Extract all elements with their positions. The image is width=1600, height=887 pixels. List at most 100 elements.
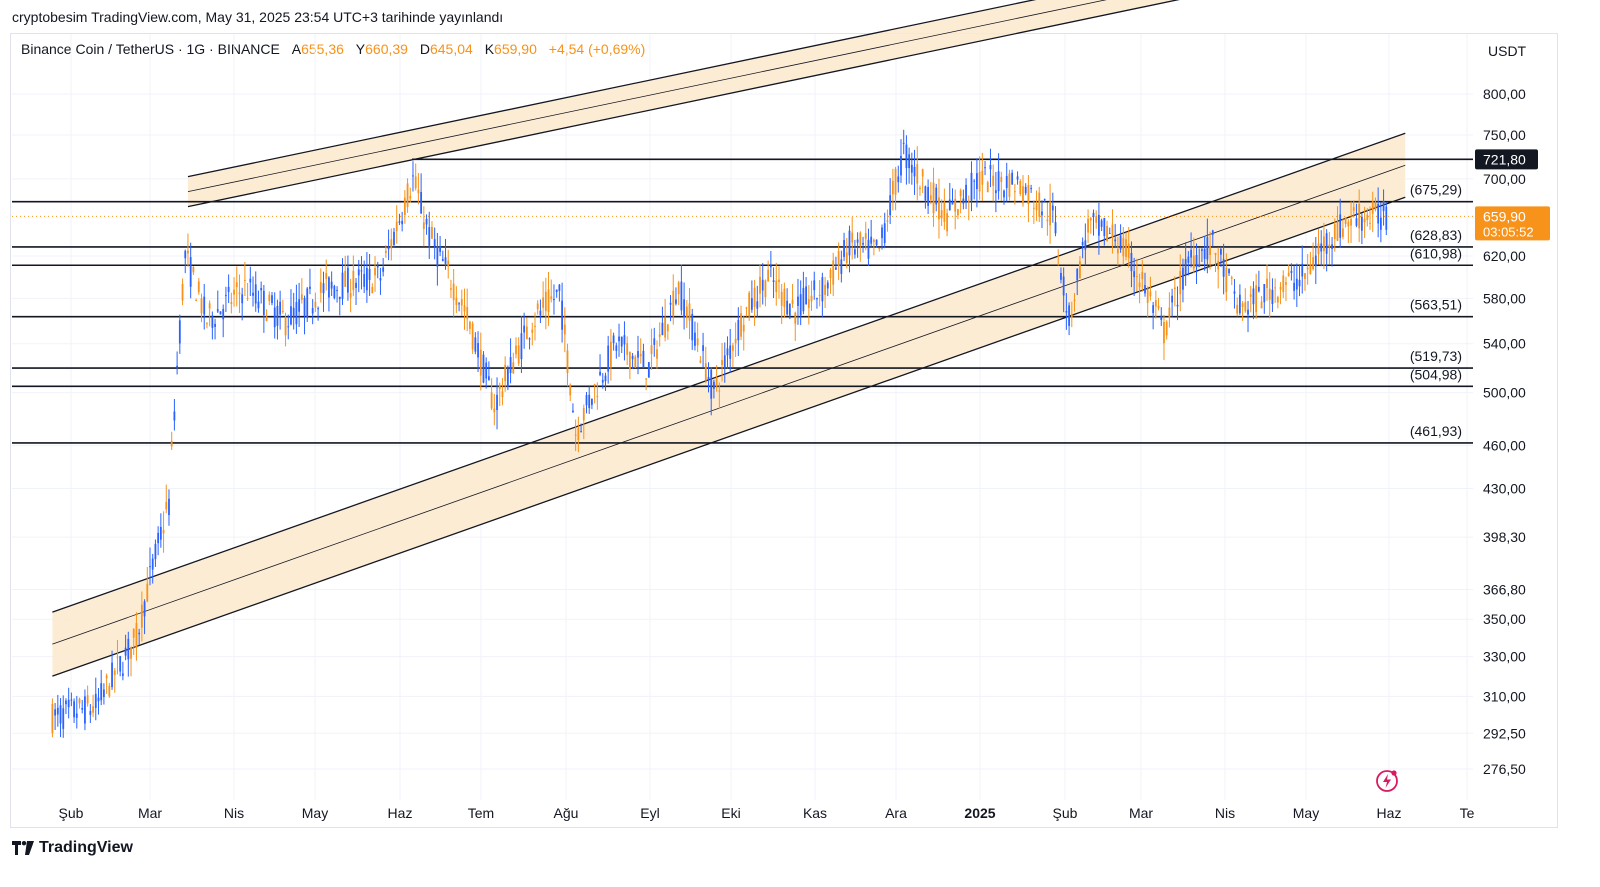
flash-icon[interactable]	[1375, 769, 1399, 793]
candle-body	[580, 431, 582, 433]
candle-body	[637, 351, 639, 358]
candle-body	[1222, 259, 1225, 277]
candle-body	[691, 314, 694, 341]
candle-body	[753, 287, 756, 307]
candle-body	[1306, 267, 1309, 270]
candle-body	[699, 360, 702, 363]
candle-body	[127, 638, 130, 660]
candle-body	[360, 270, 363, 272]
candle-body	[544, 291, 547, 312]
candle-body	[1000, 176, 1003, 183]
candle-body	[821, 277, 824, 302]
candle-body	[330, 281, 333, 289]
candle-body	[707, 376, 710, 380]
candle-body	[976, 173, 978, 190]
candle-body	[989, 165, 992, 170]
candle-body	[1019, 180, 1022, 194]
candle-body	[265, 316, 268, 321]
candle-body	[1179, 270, 1182, 295]
candle-body	[978, 171, 981, 192]
level-label: (628,83)	[1410, 227, 1462, 243]
candle-body	[1103, 217, 1106, 237]
low-value: 645,04	[429, 41, 473, 57]
candle-body	[344, 270, 347, 287]
candle-body	[902, 142, 905, 144]
candle-body	[78, 698, 81, 704]
price-badge-bg	[1475, 149, 1538, 170]
close-value: 659,90	[494, 41, 537, 57]
candle-body	[94, 693, 97, 709]
candle-body	[1211, 230, 1214, 235]
level-label: (610,98)	[1410, 245, 1462, 261]
candle-body	[886, 220, 889, 222]
candle-body	[227, 286, 230, 292]
currency-label[interactable]: USDT	[1488, 43, 1527, 59]
candle-body	[515, 345, 517, 355]
candle-body	[870, 236, 873, 244]
candle-body	[281, 310, 284, 312]
candle-body	[1041, 211, 1043, 216]
tradingview-logo[interactable]: TradingView	[12, 839, 133, 857]
candle-body	[81, 708, 84, 710]
candle-body	[374, 268, 376, 276]
candle-body	[536, 303, 539, 310]
candle-body	[116, 656, 119, 658]
candle-body	[1173, 287, 1176, 290]
candle-body	[1271, 289, 1274, 305]
candle-body	[848, 230, 851, 256]
candle-body	[460, 299, 463, 306]
candle-body	[837, 251, 840, 267]
candle-body	[352, 270, 355, 291]
candle-body	[1106, 225, 1108, 241]
candle-body	[1301, 263, 1304, 277]
candle-body	[1182, 267, 1184, 290]
candle-body	[872, 239, 875, 242]
candle-body	[675, 299, 677, 304]
y-tick-label: 350,00	[1483, 611, 1526, 627]
candle-body	[290, 306, 292, 325]
candle-body	[1249, 294, 1252, 297]
high-value: 660,39	[365, 41, 408, 57]
candle-body	[745, 307, 748, 309]
candle-body	[103, 689, 105, 698]
x-tick-label: Kas	[803, 805, 827, 821]
candle-body	[696, 338, 699, 346]
candle-body	[1154, 300, 1157, 307]
candle-body	[157, 532, 160, 544]
x-tick-label: Mar	[138, 805, 162, 821]
candle-body	[1005, 175, 1008, 189]
candle-body	[721, 360, 723, 366]
candle-body	[403, 197, 406, 216]
candle-body	[1011, 172, 1014, 185]
candle-body	[162, 529, 165, 534]
candle-body	[970, 172, 973, 201]
candle-body	[539, 310, 542, 316]
candle-body	[737, 319, 740, 341]
candle-body	[609, 341, 612, 367]
candle-body	[382, 267, 385, 272]
candle-body	[962, 198, 965, 204]
candle-body	[666, 324, 669, 332]
candle-body	[1266, 278, 1268, 288]
candle-body	[1360, 216, 1363, 231]
candle-body	[525, 326, 528, 340]
candle-body	[832, 260, 835, 285]
candle-body	[151, 558, 154, 570]
candle-body	[1385, 206, 1388, 230]
candle-body	[89, 710, 92, 715]
last-price-label: 659,90	[1483, 208, 1526, 224]
candle-body	[1160, 315, 1163, 320]
candle-body	[1244, 302, 1247, 312]
candle-body	[731, 345, 734, 351]
candle-body	[1057, 255, 1060, 257]
candle-body	[1027, 184, 1030, 205]
candle-body	[694, 332, 696, 346]
candle-body	[154, 543, 157, 560]
candle-body	[927, 186, 930, 206]
candle-body	[319, 282, 322, 293]
candle-body	[1073, 299, 1076, 302]
upper-channel-upper-line	[187, 0, 1037, 178]
candle-body	[1016, 176, 1019, 180]
low-label: D	[419, 41, 430, 57]
